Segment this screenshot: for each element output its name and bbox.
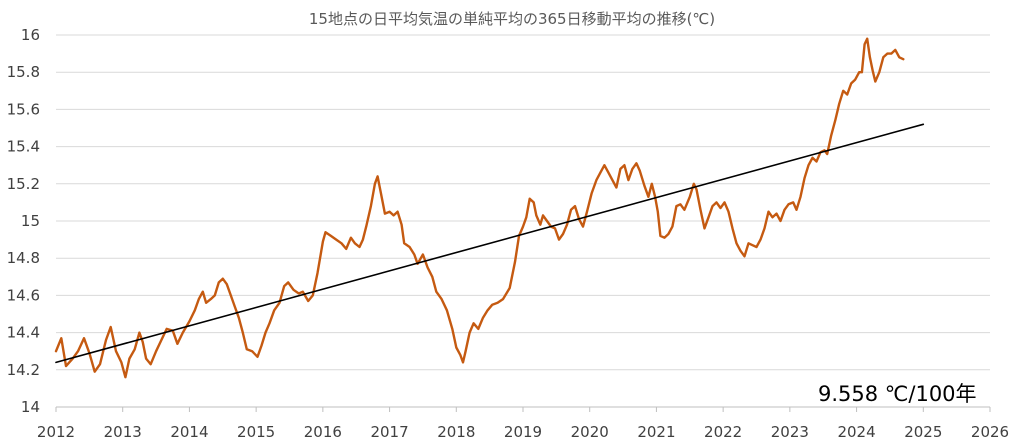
axes: 14 14.2 14.4 14.6 14.8 15 15.2 15.4 15.6 15.8 16 20… xyxy=(7,26,1010,441)
x-tick-label: 2019 xyxy=(504,423,542,441)
gridlines xyxy=(56,34,990,408)
y-tick-label: 15.8 xyxy=(7,63,40,81)
series-line-temperature xyxy=(54,37,905,379)
x-tick-label: 2022 xyxy=(704,423,742,441)
chart-title: 15地点の日平均気温の単純平均の365日移動平均の推移(℃) xyxy=(308,10,716,28)
x-tick-label: 2025 xyxy=(904,423,942,441)
y-tick-label: 14 xyxy=(21,398,40,416)
y-tick-label: 15.2 xyxy=(7,175,40,193)
x-tick-label: 2020 xyxy=(571,423,609,441)
x-tick-label: 2014 xyxy=(170,423,208,441)
y-tick-label: 15.4 xyxy=(7,138,40,156)
y-tick-label: 14.2 xyxy=(7,361,40,379)
y-tick-label: 15.6 xyxy=(7,100,40,118)
x-tick-label: 2018 xyxy=(437,423,475,441)
x-tick-label: 2024 xyxy=(837,423,875,441)
x-tick-label: 2017 xyxy=(370,423,408,441)
x-tick-label: 2021 xyxy=(637,423,675,441)
y-tick-label: 14.4 xyxy=(7,324,40,342)
series-line-trend xyxy=(55,123,925,364)
x-tick-label: 2013 xyxy=(104,423,142,441)
x-tick-label: 2026 xyxy=(971,423,1009,441)
x-tick-label: 2016 xyxy=(304,423,342,441)
x-tick-label: 2023 xyxy=(771,423,809,441)
series-group xyxy=(54,37,925,379)
y-tick-label: 14.6 xyxy=(7,286,40,304)
x-tick-label: 2015 xyxy=(237,423,275,441)
trend-annotation: 9.558 ℃/100年 xyxy=(818,382,977,406)
y-tick-label: 14.8 xyxy=(7,249,40,267)
x-tick-label: 2012 xyxy=(37,423,75,441)
y-tick-label: 15 xyxy=(21,212,40,230)
y-tick-label: 16 xyxy=(21,26,40,44)
